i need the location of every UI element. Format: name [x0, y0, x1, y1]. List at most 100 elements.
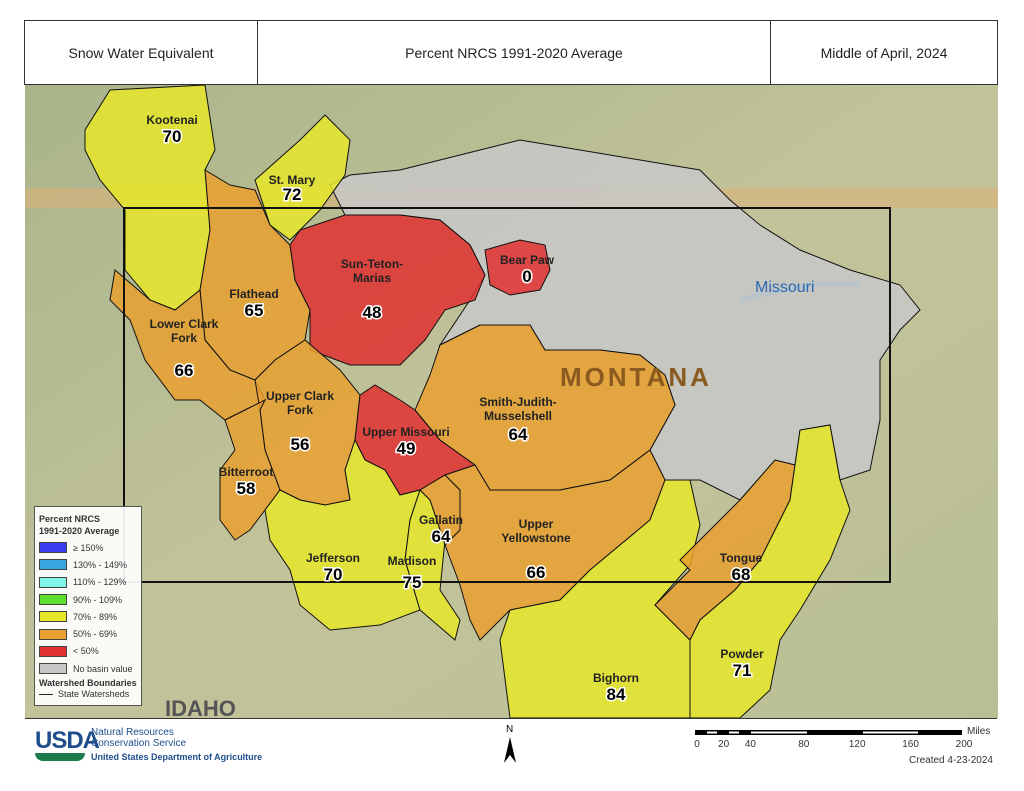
legend-item: No basin value	[39, 660, 137, 677]
header-date: Middle of April, 2024	[820, 44, 948, 61]
legend-label: No basin value	[73, 663, 133, 674]
basin-name-label: Jefferson	[306, 551, 360, 565]
scale-tick: 20	[718, 739, 730, 750]
basin-name-label: Fork	[287, 403, 313, 417]
legend-label: 90% - 109%	[73, 594, 123, 605]
legend-label: 70% - 89%	[73, 611, 118, 622]
basin-name-label: Lower Clark	[150, 317, 219, 331]
legend-item: ≥ 150%	[39, 539, 137, 556]
scale-unit: Miles	[967, 726, 991, 737]
basin-value-label: 58	[237, 479, 256, 498]
scale-tick: 160	[902, 739, 919, 750]
basin-value-label: 64	[432, 527, 451, 546]
basin-powder	[689, 424, 851, 718]
legend-title: Percent NRCS	[39, 514, 101, 524]
legend-boundaries-title: Watershed Boundaries	[39, 678, 137, 689]
basin-value-label: 75	[403, 573, 422, 592]
basin-name-label: Flathead	[229, 287, 278, 301]
legend-swatch	[39, 594, 67, 606]
legend-label: 50% - 69%	[73, 629, 118, 640]
legend-label: ≥ 150%	[73, 542, 104, 553]
basin-bear-paw	[484, 239, 551, 296]
basin-value-label: 70	[324, 565, 343, 584]
basin-name-label: Powder	[720, 647, 764, 661]
legend-swatch	[39, 663, 67, 675]
basin-name-label: Sun-Teton-	[341, 257, 403, 271]
legend-item: < 50%	[39, 643, 137, 660]
basin-name-label: Upper Missouri	[362, 425, 449, 439]
montana-boundary	[123, 207, 891, 583]
basin-value-label: 49	[397, 439, 416, 458]
north-arrow-icon	[504, 737, 516, 763]
basin-value-label: 66	[175, 361, 194, 380]
agency-line-1: Natural Resources	[91, 727, 174, 738]
department-name: United States Department of Agriculture	[91, 752, 263, 762]
scale-tick: 120	[848, 739, 866, 750]
basin-name-label: Bighorn	[593, 671, 639, 685]
legend-swatch	[39, 645, 67, 657]
idaho-label: IDAHO	[165, 696, 236, 718]
basin-name-label: St. Mary	[269, 173, 316, 187]
legend-label: 130% - 149%	[73, 559, 128, 570]
basin-value-label: 64	[509, 425, 528, 444]
legend-item: 50% - 69%	[39, 625, 137, 642]
basin-sun-teton-marias	[289, 214, 486, 366]
boundary-line-icon	[39, 693, 53, 695]
created-date: Created 4-23-2024	[909, 755, 993, 766]
scale-tick: 40	[744, 739, 756, 750]
agency-name: Natural Resources Conservation Service	[91, 727, 186, 749]
basin-value-label: 71	[733, 661, 752, 680]
basin-value-label: 68	[732, 565, 751, 584]
basin-value-label: 72	[283, 185, 302, 204]
legend-item: 90% - 109%	[39, 591, 137, 608]
basin-name-label: Fork	[171, 331, 197, 345]
scale-bar	[695, 730, 962, 735]
legend-swatch	[39, 576, 67, 588]
basin-name-label: Upper	[519, 517, 554, 531]
state-label: MONTANA	[560, 362, 712, 392]
scale-tick: 200	[955, 739, 973, 750]
agency-line-2: Conservation Service	[91, 738, 187, 749]
header-variable: Snow Water Equivalent	[25, 21, 258, 84]
legend-swatch	[39, 559, 67, 571]
usda-logo-swoosh	[35, 753, 85, 761]
basin-name-label: Smith-Judith-	[479, 395, 556, 409]
footer: USDA Natural Resources Conservation Servi…	[25, 718, 997, 766]
legend-swatch	[39, 611, 67, 623]
legend: Percent NRCS 1991-2020 Average ≥ 150% 130…	[34, 506, 142, 706]
basin-name-label: Gallatin	[419, 513, 463, 527]
basin-name-label: Marias	[353, 271, 391, 285]
header-metric: Percent NRCS 1991-2020 Average	[258, 21, 771, 84]
basin-name-label: Kootenai	[146, 113, 197, 127]
basin-value-label: 70	[163, 127, 182, 146]
legend-label: 110% - 129%	[73, 577, 127, 588]
legend-swatch	[39, 628, 67, 640]
usda-logo: USDA	[35, 727, 100, 754]
map-header: Snow Water Equivalent Percent NRCS 1991-…	[24, 20, 998, 85]
legend-boundaries-item: State Watersheds	[58, 689, 130, 700]
basin-name-label: Tongue	[720, 551, 763, 565]
legend-item: 110% - 129%	[39, 574, 137, 591]
basin-value-label: 0	[522, 267, 531, 286]
basin-value-label: 66	[527, 563, 546, 582]
basin-name-label: Bitterroot	[219, 465, 274, 479]
legend-item: 130% - 149%	[39, 556, 137, 573]
basin-name-label: Bear Paw	[500, 253, 555, 267]
scale-tick: 0	[694, 739, 700, 750]
basin-name-label: Upper Clark	[266, 389, 334, 403]
basin-name-label: Musselshell	[484, 409, 552, 423]
legend-swatch	[39, 542, 67, 554]
basin-value-label: 65	[245, 301, 264, 320]
basin-value-label: 84	[607, 685, 626, 704]
legend-label: < 50%	[73, 646, 99, 657]
legend-item: 70% - 89%	[39, 608, 137, 625]
basin-value-label: 48	[363, 303, 382, 322]
scale-tick: 80	[798, 739, 810, 750]
river-label: Missouri	[755, 279, 815, 296]
basin-value-label: 56	[291, 435, 310, 454]
basin-name-label: Madison	[388, 554, 437, 568]
legend-subtitle: 1991-2020 Average	[39, 526, 120, 536]
north-label: N	[506, 724, 514, 735]
basin-name-label: Yellowstone	[501, 531, 571, 545]
